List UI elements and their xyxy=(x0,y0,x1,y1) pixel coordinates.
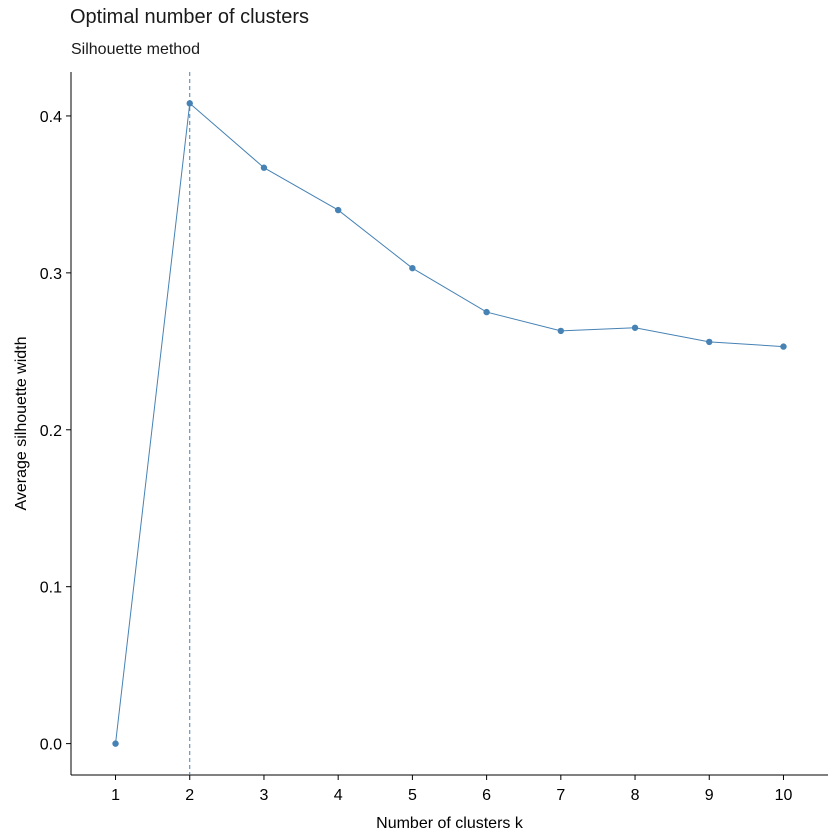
x-tick-label: 5 xyxy=(408,787,417,804)
chart-subtitle: Silhouette method xyxy=(71,41,200,58)
y-tick-label: 0.3 xyxy=(40,266,62,283)
series-line xyxy=(115,102,784,744)
x-tick-label: 8 xyxy=(631,787,640,804)
y-axis-label: Average silhouette width xyxy=(13,336,30,510)
y-tick-label: 0.1 xyxy=(40,580,62,597)
x-tick-label: 9 xyxy=(705,787,714,804)
x-tick-label: 6 xyxy=(482,787,491,804)
y-tick-label: 0.4 xyxy=(40,109,62,126)
x-axis-label: Number of clusters k xyxy=(376,815,524,832)
x-tick-label: 1 xyxy=(111,787,120,804)
chart-title: Optimal number of clusters xyxy=(70,6,309,28)
data-point xyxy=(631,324,639,331)
data-point xyxy=(409,264,416,272)
x-tick-label: 2 xyxy=(185,787,194,804)
data-point xyxy=(260,164,268,171)
data-point xyxy=(186,100,193,107)
data-point xyxy=(706,338,713,346)
data-point xyxy=(334,206,342,214)
data-point xyxy=(112,740,119,747)
x-tick-label: 3 xyxy=(260,787,269,804)
y-tick-label: 0.0 xyxy=(40,737,62,754)
data-point xyxy=(780,343,787,350)
x-tick-label: 10 xyxy=(775,787,793,804)
y-tick-label: 0.2 xyxy=(40,423,62,440)
data-point xyxy=(557,327,565,335)
data-point xyxy=(483,308,490,316)
x-tick-label: 4 xyxy=(334,787,343,804)
x-tick-label: 7 xyxy=(556,787,565,804)
